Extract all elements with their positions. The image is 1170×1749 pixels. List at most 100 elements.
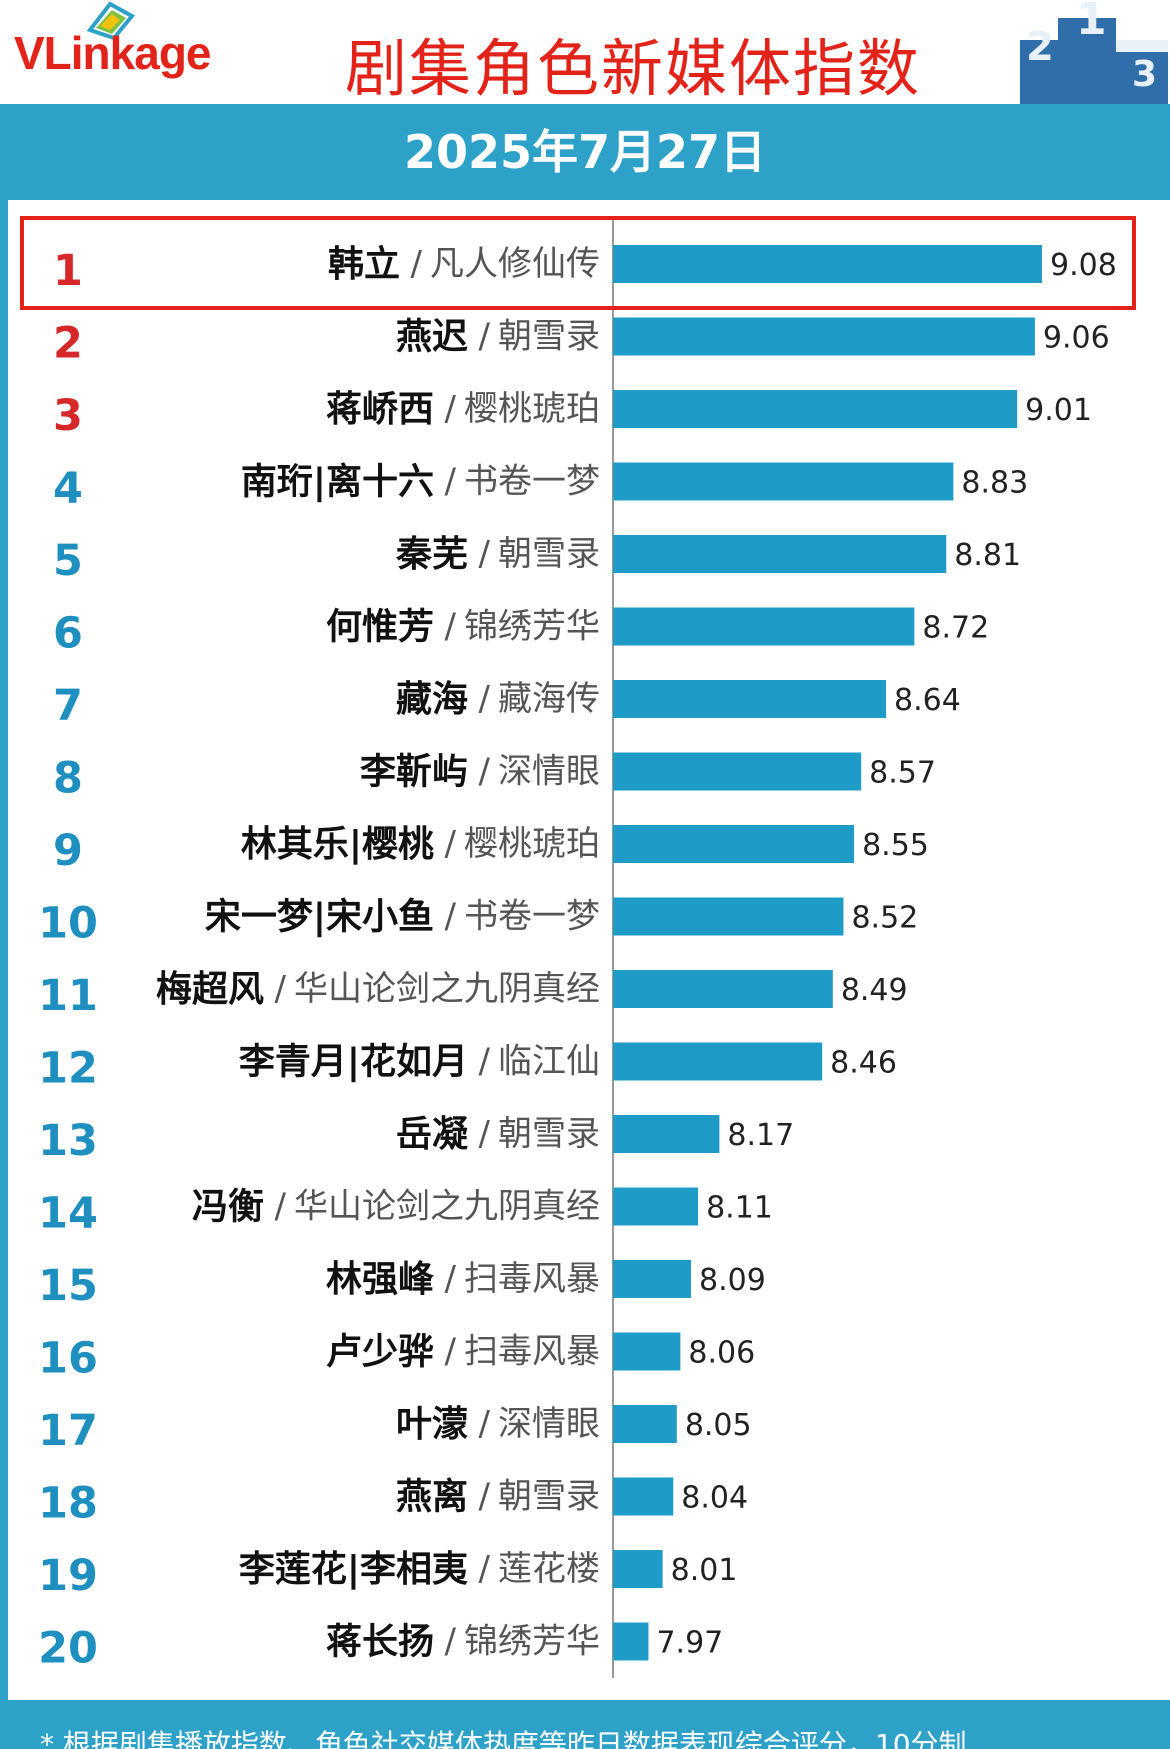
separator-slash: /: [479, 1477, 491, 1517]
drama-title: 樱桃琥珀: [464, 389, 600, 429]
value-label: 8.72: [922, 611, 989, 646]
drama-title: 锦绣芳华: [464, 607, 600, 647]
character-name: 秦芜: [395, 534, 468, 575]
character-name: 冯衡: [192, 1187, 264, 1228]
bar: [613, 1622, 649, 1661]
separator-slash: /: [445, 897, 457, 937]
bar: [613, 1405, 677, 1443]
value-label: 8.57: [869, 756, 936, 791]
value-label: 8.83: [961, 466, 1028, 501]
separator-slash: /: [445, 462, 457, 502]
drama-title: 凡人修仙传: [430, 244, 600, 284]
bar: [613, 1550, 663, 1588]
page-title: 剧集角色新媒体指数: [345, 32, 922, 105]
header: VLinkage 剧集角色新媒体指数 2 1 3: [0, 0, 1170, 105]
character-name: 何惟芳: [326, 607, 434, 648]
rank-number: 4: [53, 464, 83, 514]
drama-title: 扫毒风暴: [464, 1259, 600, 1299]
rank-number: 10: [38, 899, 98, 949]
rank-number: 14: [38, 1189, 98, 1239]
separator-slash: /: [479, 534, 491, 574]
separator-slash: /: [479, 317, 491, 357]
character-name: 南珩|离十六: [241, 462, 434, 503]
rank-number: 13: [38, 1116, 98, 1166]
bar: [613, 607, 915, 646]
date-band: 2025年7月27日: [0, 104, 1170, 200]
value-label: 9.06: [1043, 321, 1110, 356]
drama-title: 朝雪录: [498, 534, 600, 574]
separator-slash: /: [275, 969, 287, 1009]
value-label: 8.04: [681, 1481, 748, 1516]
value-label: 8.52: [851, 901, 918, 936]
separator-slash: /: [479, 1042, 491, 1082]
character-name: 卢少骅: [326, 1332, 434, 1373]
bar: [613, 1187, 699, 1226]
value-label: 8.49: [841, 973, 908, 1008]
separator-slash: /: [479, 1549, 491, 1589]
rank-number: 1: [53, 246, 83, 296]
drama-title: 华山论剑之九阴真经: [294, 1187, 600, 1227]
character-name: 燕迟: [396, 317, 468, 358]
rank-number: 3: [53, 391, 83, 441]
bar: [613, 897, 844, 936]
drama-title: 书卷一梦: [464, 897, 600, 937]
bar: [613, 752, 862, 791]
separator-slash: /: [479, 679, 491, 719]
character-name: 李青月|花如月: [239, 1042, 468, 1083]
ranking-chart: 9.08 1 凡人修仙传 / 韩立 9.06 2 朝雪录 / 燕迟 9.01 3 樱桃琥珀 / 蒋峤西 8.8…: [0, 200, 1170, 1680]
value-label: 8.06: [688, 1336, 755, 1371]
separator-slash: /: [445, 1622, 457, 1662]
bar: [613, 1115, 720, 1153]
drama-title: 藏海传: [498, 679, 600, 719]
drama-title: 樱桃琥珀: [464, 824, 600, 864]
value-label: 8.05: [685, 1408, 752, 1443]
separator-slash: /: [445, 607, 457, 647]
value-label: 8.17: [727, 1118, 794, 1153]
rank-number: 6: [53, 609, 83, 659]
rank-number: 16: [38, 1334, 98, 1384]
rank-number: 8: [53, 754, 83, 804]
rank-number: 20: [38, 1624, 98, 1674]
bar: [613, 462, 954, 501]
rank-number: 12: [38, 1044, 98, 1094]
rank-number: 19: [38, 1551, 98, 1601]
bar: [613, 245, 1042, 283]
separator-slash: /: [479, 1404, 491, 1444]
value-label: 8.11: [706, 1191, 773, 1226]
drama-title: 扫毒风暴: [464, 1332, 600, 1372]
separator-slash: /: [445, 824, 457, 864]
character-name: 林其乐|樱桃: [241, 824, 434, 865]
svg-text:3: 3: [1132, 54, 1157, 95]
separator-slash: /: [479, 752, 491, 792]
logo-mark-icon: [86, 2, 136, 41]
svg-text:2: 2: [1026, 24, 1054, 70]
character-name: 梅超风: [156, 969, 264, 1010]
rank-number: 15: [38, 1261, 98, 1311]
drama-title: 深情眼: [498, 1404, 600, 1444]
separator-slash: /: [445, 1332, 457, 1372]
podium-icon: 2 1 3: [1020, 0, 1168, 104]
bar: [613, 317, 1035, 356]
character-name: 藏海: [396, 679, 468, 720]
character-name: 燕离: [396, 1477, 468, 1518]
drama-title: 华山论剑之九阴真经: [294, 969, 600, 1009]
separator-slash: /: [479, 1114, 491, 1154]
value-label: 8.81: [954, 538, 1021, 573]
rank-number: 9: [53, 826, 83, 876]
bar: [613, 1477, 674, 1516]
separator-slash: /: [445, 389, 457, 429]
date-label: 2025年7月27日: [403, 125, 767, 179]
character-name: 林强峰: [326, 1259, 434, 1300]
value-label: 8.55: [862, 828, 929, 863]
rank-number: 17: [38, 1406, 98, 1456]
drama-title: 莲花楼: [498, 1549, 600, 1589]
drama-title: 朝雪录: [498, 317, 600, 357]
rank-number: 11: [38, 971, 98, 1021]
bar: [613, 390, 1018, 428]
value-label: 9.08: [1050, 248, 1117, 283]
bar: [613, 1332, 681, 1371]
footer: * 根据剧集播放指数、角色社交媒体热度等昨日数据表现综合评分，10分制: [0, 1700, 1170, 1749]
character-name: 李靳屿: [360, 752, 468, 793]
character-name: 蒋峤西: [326, 389, 434, 430]
character-name: 岳凝: [396, 1114, 468, 1155]
